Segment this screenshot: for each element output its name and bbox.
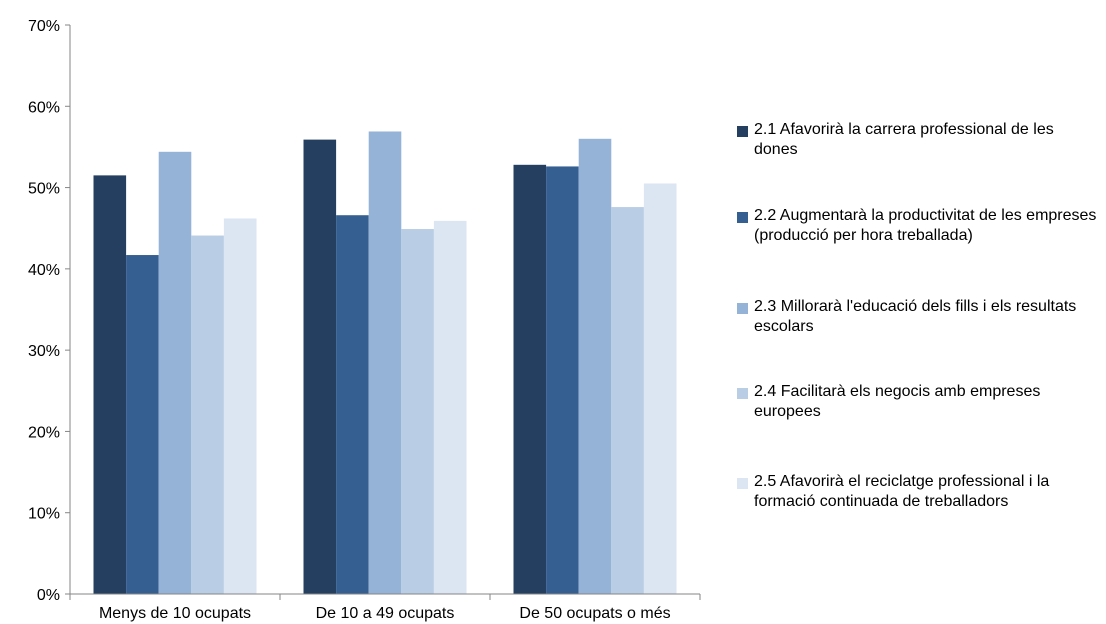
legend-item-2-1: 2.1 Afavorirà la carrera professional de… [737,120,1105,160]
bar [303,139,337,595]
legend-label-2-3: 2.3 Millorarà l'educació dels fills i el… [754,298,1077,335]
legend-item-2-2: 2.2 Augmentarà la productivitat de les e… [737,206,1105,246]
bar [223,218,257,594]
bars-layer [93,131,677,595]
bar [578,138,612,595]
y-tick-label: 30% [28,343,60,360]
y-tick-label: 0% [37,587,60,604]
legend-label-2-5: 2.5 Afavorirà el reciclatge professional… [754,473,1050,510]
bar [643,183,677,594]
legend-item-2-4: 2.4 Facilitarà els negocis amb empreses … [737,382,1105,422]
x-tick-label: De 10 a 49 ocupats [316,605,455,622]
bar [611,207,644,594]
bar [158,151,192,594]
bar [513,164,547,594]
legend-swatch-2-4 [737,388,748,399]
legend-swatch-2-3 [737,303,748,314]
bar [401,229,434,594]
y-axis-ticks: 0% 10% 20% 30% 40% 50% 60% 70% [28,18,70,604]
y-tick-label: 50% [28,181,60,198]
x-axis-ticks: Menys de 10 ocupats De 10 a 49 ocupats De … [69,594,701,622]
bar [368,131,402,595]
legend-swatch-2-1 [737,126,748,137]
bar [126,255,159,595]
y-tick-label: 70% [28,18,60,35]
bar [546,166,579,594]
legend-item-2-5: 2.5 Afavorirà el reciclatge professional… [737,472,1105,512]
legend-label-2-2: 2.2 Augmentarà la productivitat de les e… [754,207,1097,244]
bar [93,175,127,594]
legend-label-2-1: 2.1 Afavorirà la carrera professional de… [754,121,1054,158]
y-tick-label: 10% [28,506,60,523]
bar [336,215,369,594]
x-tick-label: Menys de 10 ocupats [99,605,251,622]
bar [433,220,467,594]
legend-swatch-2-2 [737,212,748,223]
legend-swatch-2-5 [737,478,748,489]
legend-item-2-3: 2.3 Millorarà l'educació dels fills i el… [737,297,1105,337]
y-tick-label: 40% [28,262,60,279]
x-tick-label: De 50 ocupats o més [519,605,670,622]
bar [191,235,224,594]
legend-label-2-4: 2.4 Facilitarà els negocis amb empreses … [754,383,1041,420]
y-tick-label: 20% [28,424,60,441]
y-tick-label: 60% [28,99,60,116]
